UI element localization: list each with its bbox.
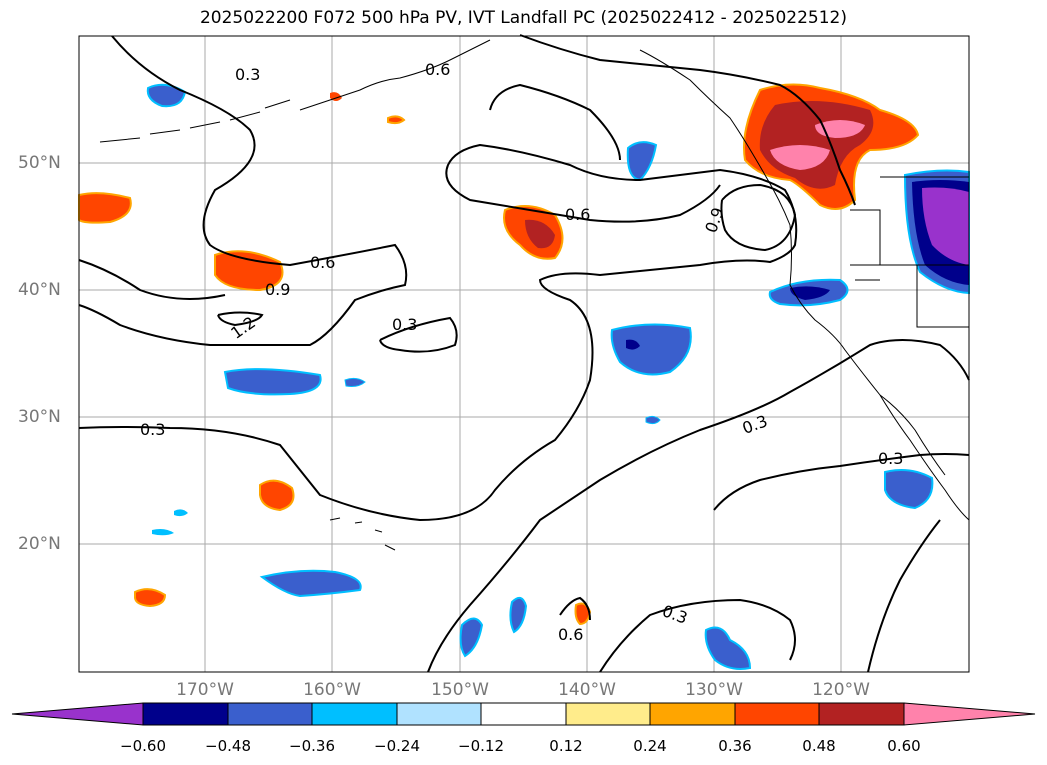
region-neg-w-central xyxy=(223,368,322,396)
colorbar-cell xyxy=(649,702,736,726)
colorbar-cell xyxy=(480,702,567,726)
lon-tick-label: 120°W xyxy=(812,680,870,700)
colorbar-cell xyxy=(734,702,820,726)
contour-north-arc xyxy=(489,83,621,161)
lat-tick-label: 20°N xyxy=(18,534,61,554)
contour-06-top xyxy=(519,34,856,206)
region-neg-pnw-interior-core xyxy=(922,187,969,265)
contour-label: 0.9 xyxy=(265,280,290,299)
region-pos-sw xyxy=(259,479,295,512)
contour-label: 0.6 xyxy=(425,60,450,79)
lon-tick-label: 150°W xyxy=(431,680,489,700)
region-neg-south-c2 xyxy=(509,596,528,634)
region-neg-small2 xyxy=(174,509,188,517)
region-pos-nw-coast-peak2 xyxy=(770,145,830,170)
coastlines xyxy=(99,39,970,551)
colorbar-tick-label: −0.24 xyxy=(374,737,420,755)
region-neg-small4 xyxy=(645,415,661,425)
region-pos-south xyxy=(574,602,592,626)
baja-coast xyxy=(879,394,946,476)
region-pos-far-west xyxy=(78,192,132,224)
contour-03-north xyxy=(78,35,408,347)
contour-06-loop xyxy=(78,259,226,300)
lon-tick-label: 140°W xyxy=(558,680,616,700)
contour-03-east xyxy=(78,143,798,522)
colorbar-tick-label: 0.60 xyxy=(887,737,921,755)
region-neg-central xyxy=(610,323,692,376)
colorbar-cell xyxy=(311,702,398,726)
contour-label: 0.3 xyxy=(878,449,903,468)
contour-label: 0.6 xyxy=(565,205,590,224)
contours xyxy=(78,34,970,673)
colorbar-cell xyxy=(396,702,482,726)
region-pos-small1 xyxy=(387,115,406,125)
contour-06-south xyxy=(559,596,591,621)
colorbar-tick-label: −0.60 xyxy=(120,737,166,755)
region-neg-south-c1 xyxy=(459,617,484,658)
north-america-coast xyxy=(639,49,970,521)
region-neg-south-e xyxy=(704,626,752,670)
colorbar-extend-left xyxy=(11,702,144,726)
contour-03-south-loop xyxy=(599,598,796,673)
us-state-lines xyxy=(850,209,969,328)
colorbar-tick-label: 0.24 xyxy=(633,737,667,755)
lat-tick-label: 40°N xyxy=(18,280,61,300)
contour-label: 0.6 xyxy=(310,253,335,272)
map-title: 2025022200 F072 500 hPa PV, IVT Landfall… xyxy=(199,8,847,28)
lon-tick-label: 170°W xyxy=(176,680,234,700)
colorbar-tick-label: 0.48 xyxy=(802,737,836,755)
region-neg-nw xyxy=(146,83,187,108)
contour-label: 0.6 xyxy=(558,625,583,644)
region-neg-ca-coast-core xyxy=(790,286,830,300)
contour-03-far-se xyxy=(867,519,941,673)
colorbar-tick-label: −0.36 xyxy=(289,737,335,755)
map-frame xyxy=(78,35,970,673)
contour-09-loop xyxy=(720,183,797,252)
alaska-coast xyxy=(299,39,491,111)
lat-tick-label: 30°N xyxy=(18,407,61,427)
region-neg-small1 xyxy=(344,377,366,387)
region-neg-mexico xyxy=(884,469,934,510)
lon-tick-label: 130°W xyxy=(685,680,743,700)
region-neg-south-w xyxy=(259,569,362,598)
colorbar-cell xyxy=(818,702,905,726)
lon-tick-label: 160°W xyxy=(303,680,361,700)
region-pos-west xyxy=(214,250,284,292)
contour-03-se xyxy=(713,453,970,511)
region-pos-nw-coast-peak1 xyxy=(815,120,865,138)
colorbar-tick-label: 0.12 xyxy=(549,737,583,755)
contour-03-central xyxy=(379,316,458,353)
colorbar-tick-label: 0.36 xyxy=(718,737,752,755)
region-neg-central-core xyxy=(626,339,640,350)
colorbar-cell xyxy=(142,702,229,726)
region-pos-central-core xyxy=(525,219,555,249)
hawaii xyxy=(329,517,396,551)
contour-label: 0.3 xyxy=(235,65,260,84)
contour-label: 0.3 xyxy=(392,315,417,334)
aleutians xyxy=(99,99,291,143)
lat-tick-label: 50°N xyxy=(18,153,61,173)
contour-label: 0.3 xyxy=(140,420,165,439)
colorbar-extend-right xyxy=(903,702,1036,726)
contour-03-south xyxy=(427,339,970,673)
region-neg-north xyxy=(626,141,658,182)
contour-12 xyxy=(217,311,264,327)
colorbar-cell xyxy=(565,702,651,726)
region-neg-small3 xyxy=(152,529,174,536)
colorbar-tick-label: −0.12 xyxy=(458,737,504,755)
region-pos-far-sw xyxy=(134,588,167,608)
colorbar xyxy=(11,702,1036,726)
colorbar-cell xyxy=(227,702,313,726)
colorbar-tick-label: −0.48 xyxy=(205,737,251,755)
